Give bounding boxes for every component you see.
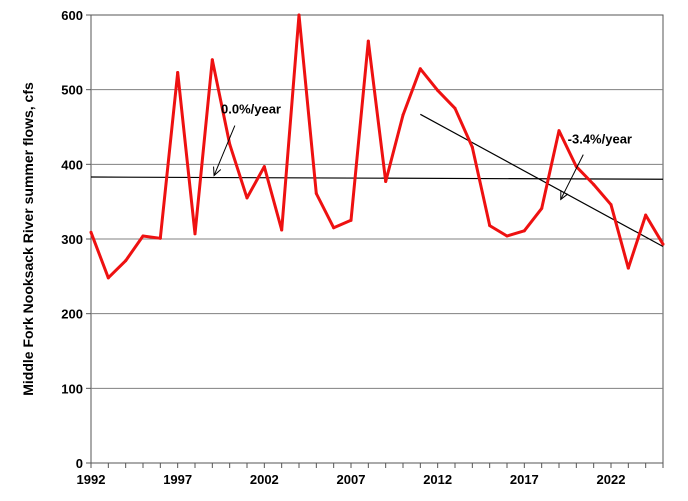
y-tick-label: 600	[61, 8, 83, 23]
data-point	[366, 39, 370, 43]
x-tick-label: 2007	[337, 472, 366, 487]
data-point	[141, 234, 145, 238]
data-point	[592, 182, 596, 186]
data-point	[522, 229, 526, 233]
x-tick-label: 1992	[77, 472, 106, 487]
y-tick-label: 100	[61, 381, 83, 396]
trendline	[90, 176, 664, 180]
data-point	[488, 224, 492, 228]
axes: 0 100 200 300 400 500 600 1992 1997 2002 2007 2012 2…	[61, 8, 664, 487]
data-point	[332, 226, 336, 230]
y-tick-label: 300	[61, 232, 83, 247]
data-point	[557, 129, 561, 133]
annotation-arrowhead	[560, 190, 569, 201]
data-point	[210, 58, 214, 62]
annotations: 0.0%/year -3.4%/year	[213, 102, 632, 201]
data-point	[262, 165, 266, 169]
y-axis-title: Middle Fork Nooksack River summer flows,…	[20, 82, 36, 396]
data-point	[401, 113, 405, 117]
data-point	[418, 67, 422, 71]
data-point	[280, 228, 284, 232]
gridlines	[91, 89, 663, 389]
annotation-label: 0.0%/year	[221, 102, 281, 117]
data-point	[470, 145, 474, 149]
annotation-arrow	[560, 154, 584, 200]
data-point	[314, 191, 318, 195]
annotation-arrow	[213, 125, 236, 176]
x-tick-label: 2017	[510, 472, 539, 487]
trendline	[420, 113, 664, 247]
data-point	[176, 70, 180, 74]
y-tick-label: 200	[61, 307, 83, 322]
data-point	[228, 142, 232, 146]
data-point	[158, 236, 162, 240]
y-tick-label: 0	[76, 456, 83, 471]
data-point	[245, 196, 249, 200]
series-layer	[89, 13, 665, 280]
data-point	[626, 266, 630, 270]
data-point	[124, 259, 128, 263]
data-point	[661, 242, 665, 246]
data-point	[193, 232, 197, 236]
data-point	[540, 206, 544, 210]
data-point	[349, 218, 353, 222]
y-tick-label: 400	[61, 157, 83, 172]
annotation-arrowhead	[213, 166, 222, 177]
trendlines	[90, 113, 664, 247]
data-point	[297, 13, 301, 17]
data-point	[453, 106, 457, 110]
data-point	[644, 213, 648, 217]
data-point	[505, 234, 509, 238]
data-point	[89, 230, 93, 234]
data-point	[436, 88, 440, 92]
x-tick-label: 2002	[250, 472, 279, 487]
series-line	[89, 13, 665, 280]
annotation-label: -3.4%/year	[568, 131, 632, 146]
data-point	[106, 276, 110, 280]
data-point	[609, 203, 613, 207]
x-tick-label: 2012	[423, 472, 452, 487]
x-tick-label: 2022	[597, 472, 626, 487]
data-point	[384, 180, 388, 184]
y-tick-label: 500	[61, 83, 83, 98]
x-tick-label: 1997	[163, 472, 192, 487]
